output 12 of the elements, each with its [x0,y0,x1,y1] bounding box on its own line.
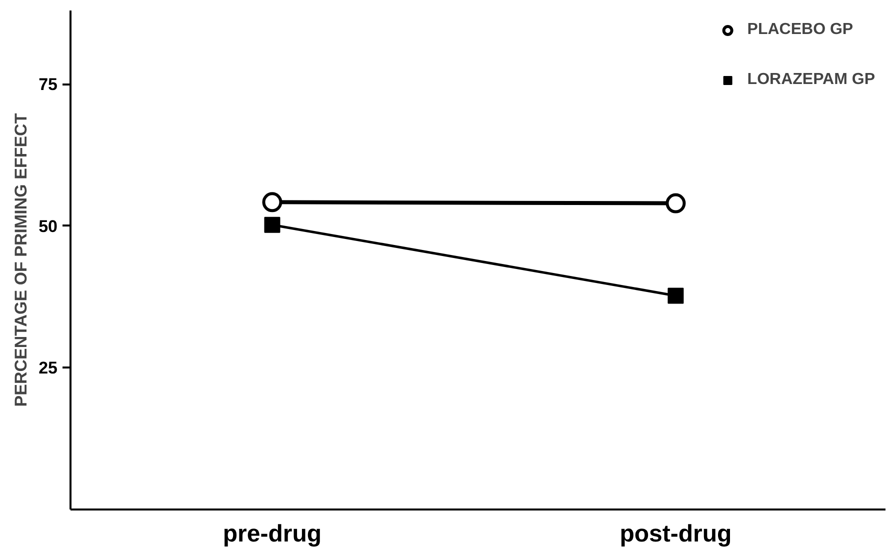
x-tick-label: pre-drug [222,520,322,548]
point [264,216,280,233]
x-tick-label: post-drug [620,520,732,548]
point [668,288,684,304]
y-tick-label: 50 [38,216,58,236]
y-axis-title: PERCENTAGE OF PRIMING EFFECT [12,112,31,407]
point [666,193,686,214]
y-tick-label: 25 [38,358,58,378]
legend-label: LORAZEPAM GP [747,71,875,89]
y-tick-label: 75 [38,75,58,94]
legend-label: PLACEBO GP [747,21,854,39]
point [262,192,282,212]
